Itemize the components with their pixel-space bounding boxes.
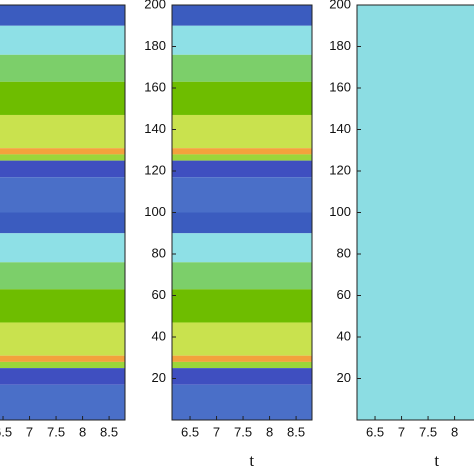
contour-band	[0, 384, 125, 420]
y-tick-label: 140	[329, 121, 351, 136]
contour-band	[0, 355, 125, 362]
contour-band	[172, 81, 312, 115]
y-tick-label: 80	[152, 245, 166, 260]
x-tick-label: 7.5	[234, 424, 252, 439]
contour-band	[172, 233, 312, 263]
x-tick-label: 7.5	[419, 424, 437, 439]
x-tick-label: 7	[213, 424, 220, 439]
contour-band	[172, 114, 312, 149]
y-tick-label: 80	[337, 245, 351, 260]
y-tick-label: 200	[144, 0, 166, 11]
contour-band	[0, 5, 125, 26]
contour-band	[172, 148, 312, 155]
axes-frame	[0, 4, 126, 421]
y-tick-label: 100	[329, 204, 351, 219]
y-tick-label: 200	[329, 0, 351, 11]
contour-band	[0, 154, 125, 161]
y-tick-label: 60	[337, 287, 351, 302]
contour-band	[0, 262, 125, 290]
x-tick-label: 8	[79, 424, 86, 439]
y-tick-label: 60	[152, 287, 166, 302]
contour-band	[172, 262, 312, 290]
x-tick-label: 7	[26, 424, 33, 439]
contour-band	[0, 212, 125, 234]
contour-band	[172, 25, 312, 55]
y-tick-label: 160	[329, 79, 351, 94]
contour-band	[172, 177, 312, 213]
contour-band	[0, 114, 125, 149]
contour-band	[0, 81, 125, 115]
y-tick-label: 160	[144, 79, 166, 94]
contour-band	[0, 177, 125, 213]
y-tick-label: 180	[144, 38, 166, 53]
contour-band	[357, 5, 474, 420]
contour-band	[172, 361, 312, 369]
contour-band	[172, 160, 312, 178]
contour-band	[172, 154, 312, 161]
y-tick-label: 120	[144, 162, 166, 177]
x-tick-label: 6.5	[366, 424, 384, 439]
y-tick-label: 120	[329, 162, 351, 177]
y-tick-label: 140	[144, 121, 166, 136]
x-tick-label: 8	[266, 424, 273, 439]
contour-band	[172, 54, 312, 82]
contour-band	[0, 25, 125, 55]
x-tick-label: 7.5	[47, 424, 65, 439]
contour-band	[172, 368, 312, 385]
x-axis-label: t	[434, 451, 439, 470]
y-tick-label: 180	[329, 38, 351, 53]
contour-band	[0, 54, 125, 82]
contour-band	[0, 322, 125, 356]
contour-band	[0, 289, 125, 323]
contour-band	[172, 322, 312, 356]
y-tick-label: 100	[144, 204, 166, 219]
x-tick-label: 8.5	[287, 424, 305, 439]
x-tick-label: 8.5	[100, 424, 118, 439]
contour-band	[172, 212, 312, 234]
x-tick-label: 6.5	[0, 424, 12, 439]
x-tick-label: 7	[398, 424, 405, 439]
y-tick-label: 20	[337, 370, 351, 385]
contour-band	[172, 289, 312, 323]
x-tick-label: 8	[451, 424, 458, 439]
contour-band	[172, 384, 312, 420]
contour-band	[0, 361, 125, 369]
y-tick-label: 20	[152, 370, 166, 385]
contour-band	[0, 160, 125, 178]
y-tick-label: 40	[337, 328, 351, 343]
contour-band	[172, 5, 312, 26]
contour-band	[172, 355, 312, 362]
contour-band	[0, 148, 125, 155]
x-tick-label: 6.5	[181, 424, 199, 439]
x-axis-label: t	[249, 451, 254, 470]
contour-band	[0, 368, 125, 385]
y-tick-label: 40	[152, 328, 166, 343]
contour-band	[0, 233, 125, 263]
